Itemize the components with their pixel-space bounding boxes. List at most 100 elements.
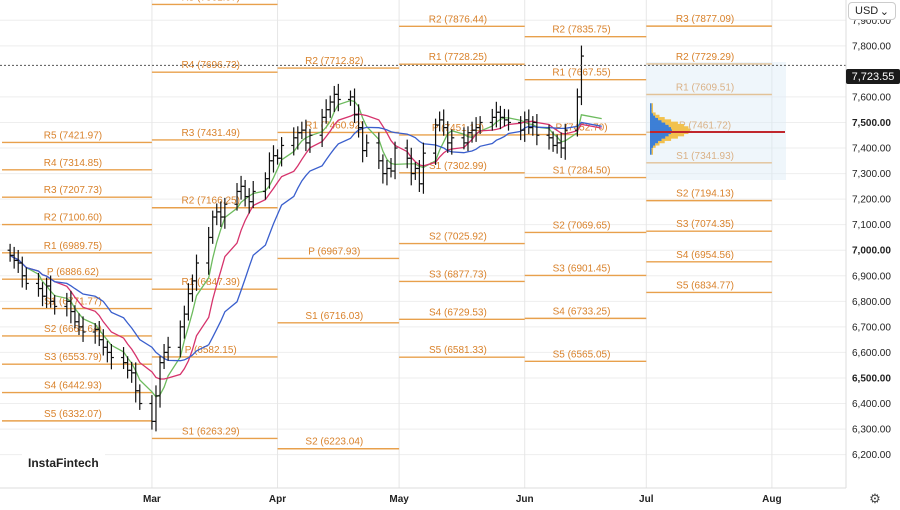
- pivot-label: R3 (7431.49): [182, 128, 240, 139]
- y-tick-label: 6,600.00: [852, 348, 891, 359]
- moving-average-line: [9, 121, 602, 362]
- pivot-label: P (6886.62): [47, 267, 99, 278]
- pivot-label: S1 (6716.03): [305, 311, 363, 322]
- y-tick-label: 7,500.00: [852, 118, 891, 129]
- volume-bar-sell: [655, 114, 660, 118]
- pivot-label: S4 (6954.56): [676, 250, 734, 261]
- pivot-label: R1 (7728.25): [429, 52, 487, 63]
- pivot-label: S5 (6332.07): [44, 409, 102, 420]
- y-tick-label: 7,800.00: [852, 41, 891, 52]
- volume-bar-buy: [650, 121, 666, 125]
- pivot-label: P (7452.70): [555, 123, 607, 134]
- volume-bar-buy: [650, 103, 652, 107]
- pivot-label: R5 (7961.97): [182, 0, 240, 3]
- y-tick-label: 7,300.00: [852, 169, 891, 180]
- pivot-label: S5 (6565.05): [553, 349, 611, 360]
- volume-bar-sell: [651, 146, 654, 151]
- pivot-label: R2 (7729.29): [676, 52, 734, 63]
- pivot-label: S4 (6733.25): [553, 306, 611, 317]
- pivot-label: S1 (7284.50): [553, 166, 611, 177]
- pivot-label: S2 (7025.92): [429, 232, 487, 243]
- currency-selector[interactable]: USD ⌄: [848, 2, 896, 20]
- volume-bar-buy: [650, 137, 662, 141]
- volume-bar-sell: [651, 107, 653, 112]
- currency-label: USD: [855, 5, 879, 17]
- pivot-label: P (7451.18): [432, 123, 484, 134]
- logo: InstaFintech: [22, 452, 105, 474]
- pivot-label: S3 (6877.73): [429, 269, 487, 280]
- volume-bar-sell: [651, 149, 653, 153]
- volume-bar-sell: [672, 128, 690, 132]
- volume-bar-buy: [650, 128, 672, 132]
- candles: [7, 45, 584, 432]
- volume-bar-sell: [671, 126, 689, 130]
- pivot-label: P (7461.72): [679, 120, 731, 131]
- pivot-label: R5 (7421.97): [44, 130, 102, 141]
- y-tick-label: 6,800.00: [852, 297, 891, 308]
- pivot-label: R4 (7696.73): [182, 60, 240, 71]
- y-tick-label: 6,200.00: [852, 450, 891, 461]
- volume-bar-buy: [650, 149, 652, 153]
- volume-bar-sell: [651, 103, 653, 107]
- pivot-label: R2 (7876.44): [429, 14, 487, 25]
- pivot-label: S2 (6223.04): [305, 437, 363, 448]
- pivot-label: S1 (7341.93): [676, 151, 734, 162]
- volume-bar-buy: [650, 119, 662, 123]
- volume-bar-buy: [650, 151, 652, 155]
- volume-bar-buy: [650, 142, 656, 146]
- pivot-label: R1 (6989.75): [44, 241, 102, 252]
- x-tick-label: Aug: [762, 494, 781, 505]
- volume-bar-sell: [651, 151, 653, 155]
- volume-bar-buy: [650, 112, 654, 116]
- x-tick-label: Apr: [269, 494, 286, 505]
- y-tick-label: 7,600.00: [852, 92, 891, 103]
- x-tick-label: Mar: [143, 494, 161, 505]
- volume-bar-buy: [650, 117, 659, 121]
- volume-bar-buy: [650, 140, 659, 144]
- volume-bar-buy: [650, 126, 672, 130]
- y-tick-label: 7,000.00: [852, 246, 891, 257]
- pivot-label: R4 (7314.85): [44, 158, 102, 169]
- pivot-label: S4 (6729.53): [429, 307, 487, 318]
- volume-bar-sell: [658, 117, 665, 121]
- pivot-label: R2 (7835.75): [552, 25, 610, 36]
- volume-bar-sell: [661, 137, 672, 141]
- volume-bar-sell: [668, 133, 685, 137]
- settings-icon[interactable]: ⚙: [869, 491, 881, 506]
- x-tick-label: Jun: [516, 494, 534, 505]
- volume-bar-buy: [650, 146, 652, 151]
- volume-bar-buy: [650, 114, 656, 118]
- pivot-label: S1 (6263.29): [182, 426, 240, 437]
- pivot-label: S2 (7069.65): [553, 220, 611, 231]
- y-tick-label: 7,900.00: [852, 16, 891, 27]
- volume-bar-buy: [650, 105, 652, 109]
- volume-bar-sell: [665, 135, 678, 139]
- pivot-label: R1 (6847.39): [182, 277, 240, 288]
- pivot-label: S1 (7302.99): [429, 161, 487, 172]
- volume-bar-sell: [651, 105, 653, 109]
- y-tick-label: 6,900.00: [852, 271, 891, 282]
- pivot-label: S4 (6442.93): [44, 381, 102, 392]
- x-tick-label: May: [389, 494, 409, 505]
- y-tick-label: 7,400.00: [852, 144, 891, 155]
- volume-bar-buy: [650, 107, 652, 112]
- volume-bar-sell: [655, 142, 660, 146]
- y-tick-label: 6,300.00: [852, 425, 891, 436]
- volume-bar-sell: [661, 119, 672, 123]
- pivot-label: S1 (6771.77): [44, 297, 102, 308]
- pivot-label: R3 (7207.73): [44, 185, 102, 196]
- pivot-label: R1 (7609.51): [676, 82, 734, 93]
- y-tick-label: 6,500.00: [852, 373, 891, 384]
- pivot-label: S3 (6553.79): [44, 352, 102, 363]
- volume-bar-sell: [658, 140, 665, 144]
- volume-bar-buy: [650, 144, 654, 148]
- pivot-label: S2 (6664.64): [44, 324, 102, 335]
- pivot-label: S5 (6834.77): [676, 280, 734, 291]
- pivot-label: R2 (7712.82): [305, 56, 363, 67]
- volume-bar-sell: [665, 121, 678, 125]
- volume-bar-sell: [653, 112, 656, 116]
- volume-bar-sell: [653, 144, 656, 148]
- chevron-down-icon: ⌄: [879, 5, 889, 18]
- pivot-label: S5 (6581.33): [429, 345, 487, 356]
